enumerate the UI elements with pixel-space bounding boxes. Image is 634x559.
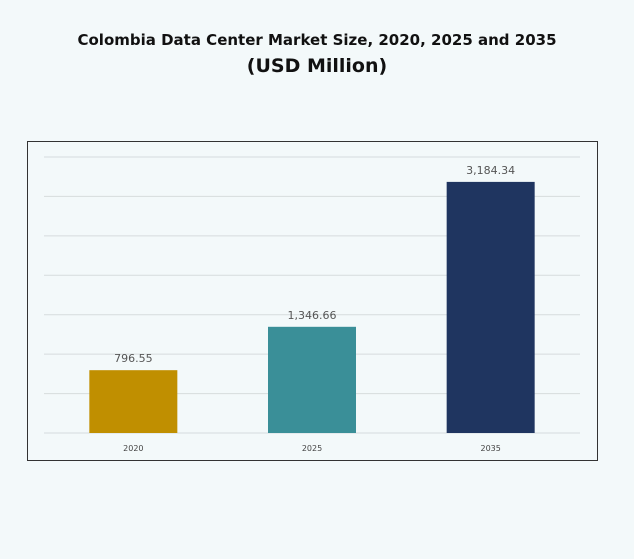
chart-frame [27,141,598,461]
data-label: 3,184.34 [466,164,515,177]
x-tick-label: 2035 [480,444,500,453]
data-label: 796.55 [114,352,153,365]
bar-2020 [89,370,178,433]
data-label: 1,346.66 [288,309,337,322]
x-tick-label: 2025 [302,444,322,453]
bar-2025 [268,326,356,433]
bar-2035 [446,181,535,433]
x-tick-label: 2020 [123,444,143,453]
chart-subtitle: (USD Million) [246,55,388,77]
chart-title: Colombia Data Center Market Size, 2020, … [77,31,557,49]
